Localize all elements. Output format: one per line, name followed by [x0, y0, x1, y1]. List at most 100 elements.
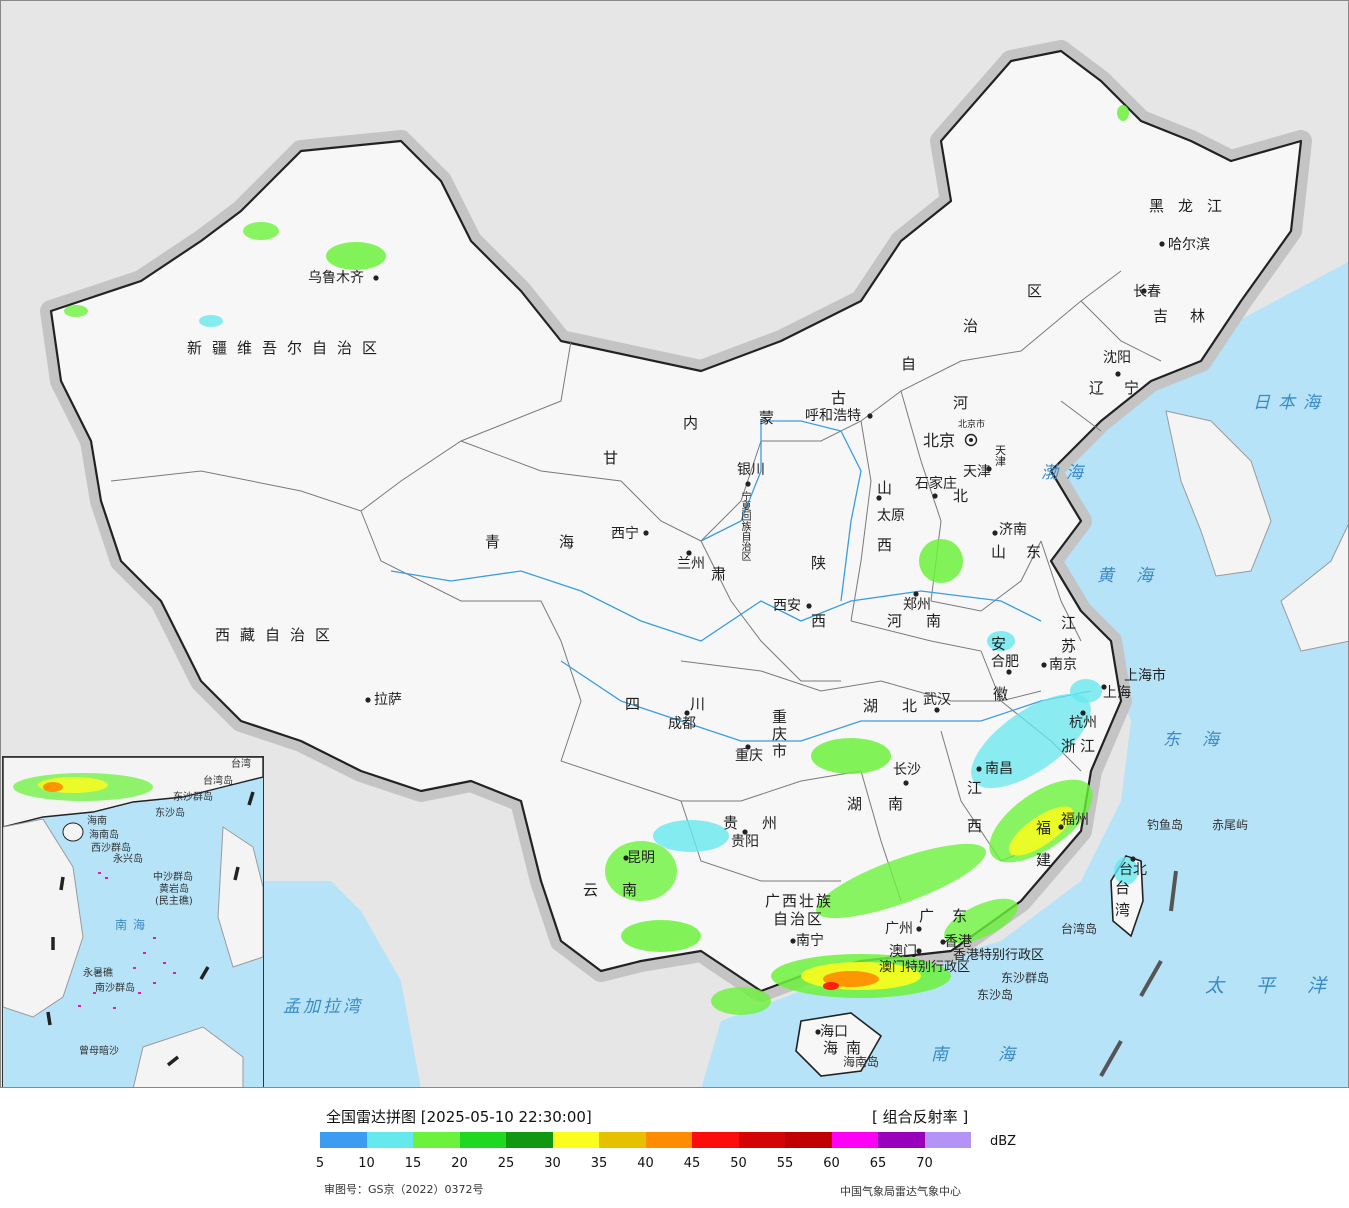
- city-chongqing: 重庆: [735, 748, 763, 764]
- inset-label-yongxing: 永兴岛: [113, 854, 143, 865]
- sea-pacific: 太平洋: [1205, 975, 1349, 997]
- label-heilongjiang: 黑龙江: [1149, 197, 1237, 215]
- label-hebei-2: 北: [953, 487, 979, 505]
- island-hainan: 海南岛: [843, 1055, 880, 1069]
- legend-swatch: [459, 1132, 506, 1148]
- city-hefei: 合肥: [991, 654, 1019, 670]
- label-liaoning: 辽宁: [1089, 379, 1160, 397]
- legend-tick-label: 20: [451, 1156, 468, 1171]
- city-urumqi: 乌鲁木齐: [308, 270, 364, 286]
- label-shaanxi-2: 西: [811, 612, 837, 630]
- radar-map: 新疆维吾尔自治区 西藏自治区 青 海 甘 肃 内 蒙 古 自 治 区 黑龙江 吉…: [0, 0, 1349, 1088]
- legend-swatch: [785, 1132, 832, 1148]
- label-chongqing: 重庆市: [770, 709, 788, 760]
- label-anhui-1: 安: [991, 635, 1017, 653]
- legend-tick-label: 5: [315, 1156, 325, 1171]
- label-hainan: 海南: [823, 1039, 870, 1057]
- legend-swatch: [645, 1132, 692, 1148]
- island-chiwei: 赤尾屿: [1212, 818, 1249, 832]
- city-shijiazhuang: 石家庄: [915, 476, 957, 492]
- city-xian: 西安: [773, 598, 801, 614]
- label-hebei-1: 河: [953, 394, 979, 412]
- city-yinchuan: 银川: [737, 462, 765, 478]
- inset-label-zhongsha: 中沙群岛: [153, 872, 193, 883]
- city-harbin: 哈尔滨: [1168, 237, 1210, 253]
- label-guangdong: 广东: [919, 907, 986, 925]
- label-shandong: 山东: [991, 543, 1062, 561]
- label-jilin: 吉林: [1153, 307, 1228, 325]
- label-neimenggu-1: 内: [683, 414, 709, 432]
- city-nanning: 南宁: [796, 933, 824, 949]
- legend-unit: dBZ: [990, 1134, 1017, 1149]
- inset-label-hainan-island: 海南岛: [89, 830, 119, 841]
- beijing-star: [964, 433, 978, 447]
- dashed-boundary: [1099, 870, 1178, 1077]
- legend-title: 全国雷达拼图 [2025-05-10 22:30:00]: [326, 1108, 592, 1126]
- label-macau: 澳门特别行政区: [879, 960, 971, 975]
- island-dongsha-qundao: 东沙群岛: [1001, 971, 1050, 985]
- city-hohhot: 呼和浩特: [805, 408, 861, 424]
- legend: 全国雷达拼图 [2025-05-10 22:30:00] [ 组合反射率 ] d…: [0, 1088, 1349, 1208]
- label-neimenggu-5: 治: [963, 317, 989, 335]
- legend-tick-label: 30: [544, 1156, 561, 1171]
- label-hunan: 湖南: [847, 795, 930, 813]
- label-henan: 河南: [887, 612, 966, 630]
- label-jiangsu-2: 苏: [1061, 637, 1087, 655]
- city-hongkong: 香港: [944, 934, 972, 950]
- city-markers: [365, 241, 1165, 1035]
- label-neimenggu-4: 自: [901, 355, 927, 373]
- inset-label-taiwan: 台湾: [231, 759, 251, 770]
- label-tianjin: 天津: [995, 444, 1006, 468]
- legend-color-bar: [320, 1132, 971, 1148]
- city-nanjing: 南京: [1049, 657, 1077, 673]
- city-shanghai: 上海: [1103, 685, 1131, 701]
- sea-yellow: 黄海: [1097, 566, 1175, 586]
- legend-swatch: [599, 1132, 646, 1148]
- legend-swatch: [320, 1132, 367, 1148]
- city-taiyuan: 太原: [877, 508, 905, 524]
- legend-swatch: [506, 1132, 553, 1148]
- label-guizhou: 贵州: [723, 814, 802, 832]
- legend-tick-label: 70: [916, 1156, 933, 1171]
- review-number: 审图号：GS京（2022）0372号: [324, 1183, 484, 1196]
- legend-tick-label: 50: [730, 1156, 747, 1171]
- label-xizang: 西藏自治区: [215, 626, 341, 644]
- label-taiwan-1: 台: [1115, 879, 1141, 897]
- sea-bengal: 孟加拉湾: [283, 997, 363, 1017]
- map-canvas: [40, 40, 1348, 1087]
- label-guangxi-1: 广西壮族: [765, 892, 834, 910]
- legend-swatch: [831, 1132, 878, 1148]
- label-gansu-2: 肃: [711, 565, 737, 583]
- city-changchun: 长春: [1133, 284, 1161, 300]
- legend-tick-label: 25: [497, 1156, 515, 1171]
- rivers: [390, 420, 1092, 742]
- city-beijing-municipality: 北京市: [958, 420, 986, 430]
- inset-label-zengmu: 曾母暗沙: [79, 1046, 119, 1057]
- south-china-sea-inset: 台湾 台湾岛 东沙群岛 东沙岛 海南 海南岛 西沙群岛 永兴岛 中沙群岛 黄岩岛…: [2, 756, 264, 1087]
- label-hubei: 湖北: [863, 697, 942, 715]
- inset-label-dongsha-dao: 东沙岛: [155, 808, 185, 819]
- legend-swatch: [738, 1132, 785, 1148]
- legend-swatch: [692, 1132, 739, 1148]
- label-shanghai: 上海市: [1124, 668, 1166, 684]
- japan-land: [1280, 524, 1348, 652]
- bay-of-bengal: [263, 881, 421, 1087]
- inset-label-nansha: 南沙群岛: [95, 983, 135, 994]
- label-guangxi-2: 自治区: [773, 910, 825, 928]
- label-taiwan-2: 湾: [1115, 901, 1141, 919]
- legend-tick-label: 45: [683, 1156, 701, 1171]
- inset-label-sea: 南海: [115, 918, 152, 932]
- legend-swatch: [924, 1132, 971, 1148]
- label-jiangxi-1: 江: [967, 779, 993, 797]
- inset-dashes: [46, 791, 255, 1067]
- inset-philippines: [217, 826, 263, 968]
- city-shenyang: 沈阳: [1103, 350, 1131, 366]
- island-dongsha-dao: 东沙岛: [977, 988, 1014, 1002]
- label-fujian-2: 建: [1036, 851, 1062, 869]
- city-tianjin: 天津: [963, 464, 991, 480]
- city-taipei: 台北: [1119, 862, 1147, 878]
- legend-swatch: [413, 1132, 460, 1148]
- label-xinjiang: 新疆维吾尔自治区: [187, 339, 388, 357]
- inset-label-hainan: 海南: [87, 816, 107, 827]
- hainan-land: [795, 1012, 883, 1077]
